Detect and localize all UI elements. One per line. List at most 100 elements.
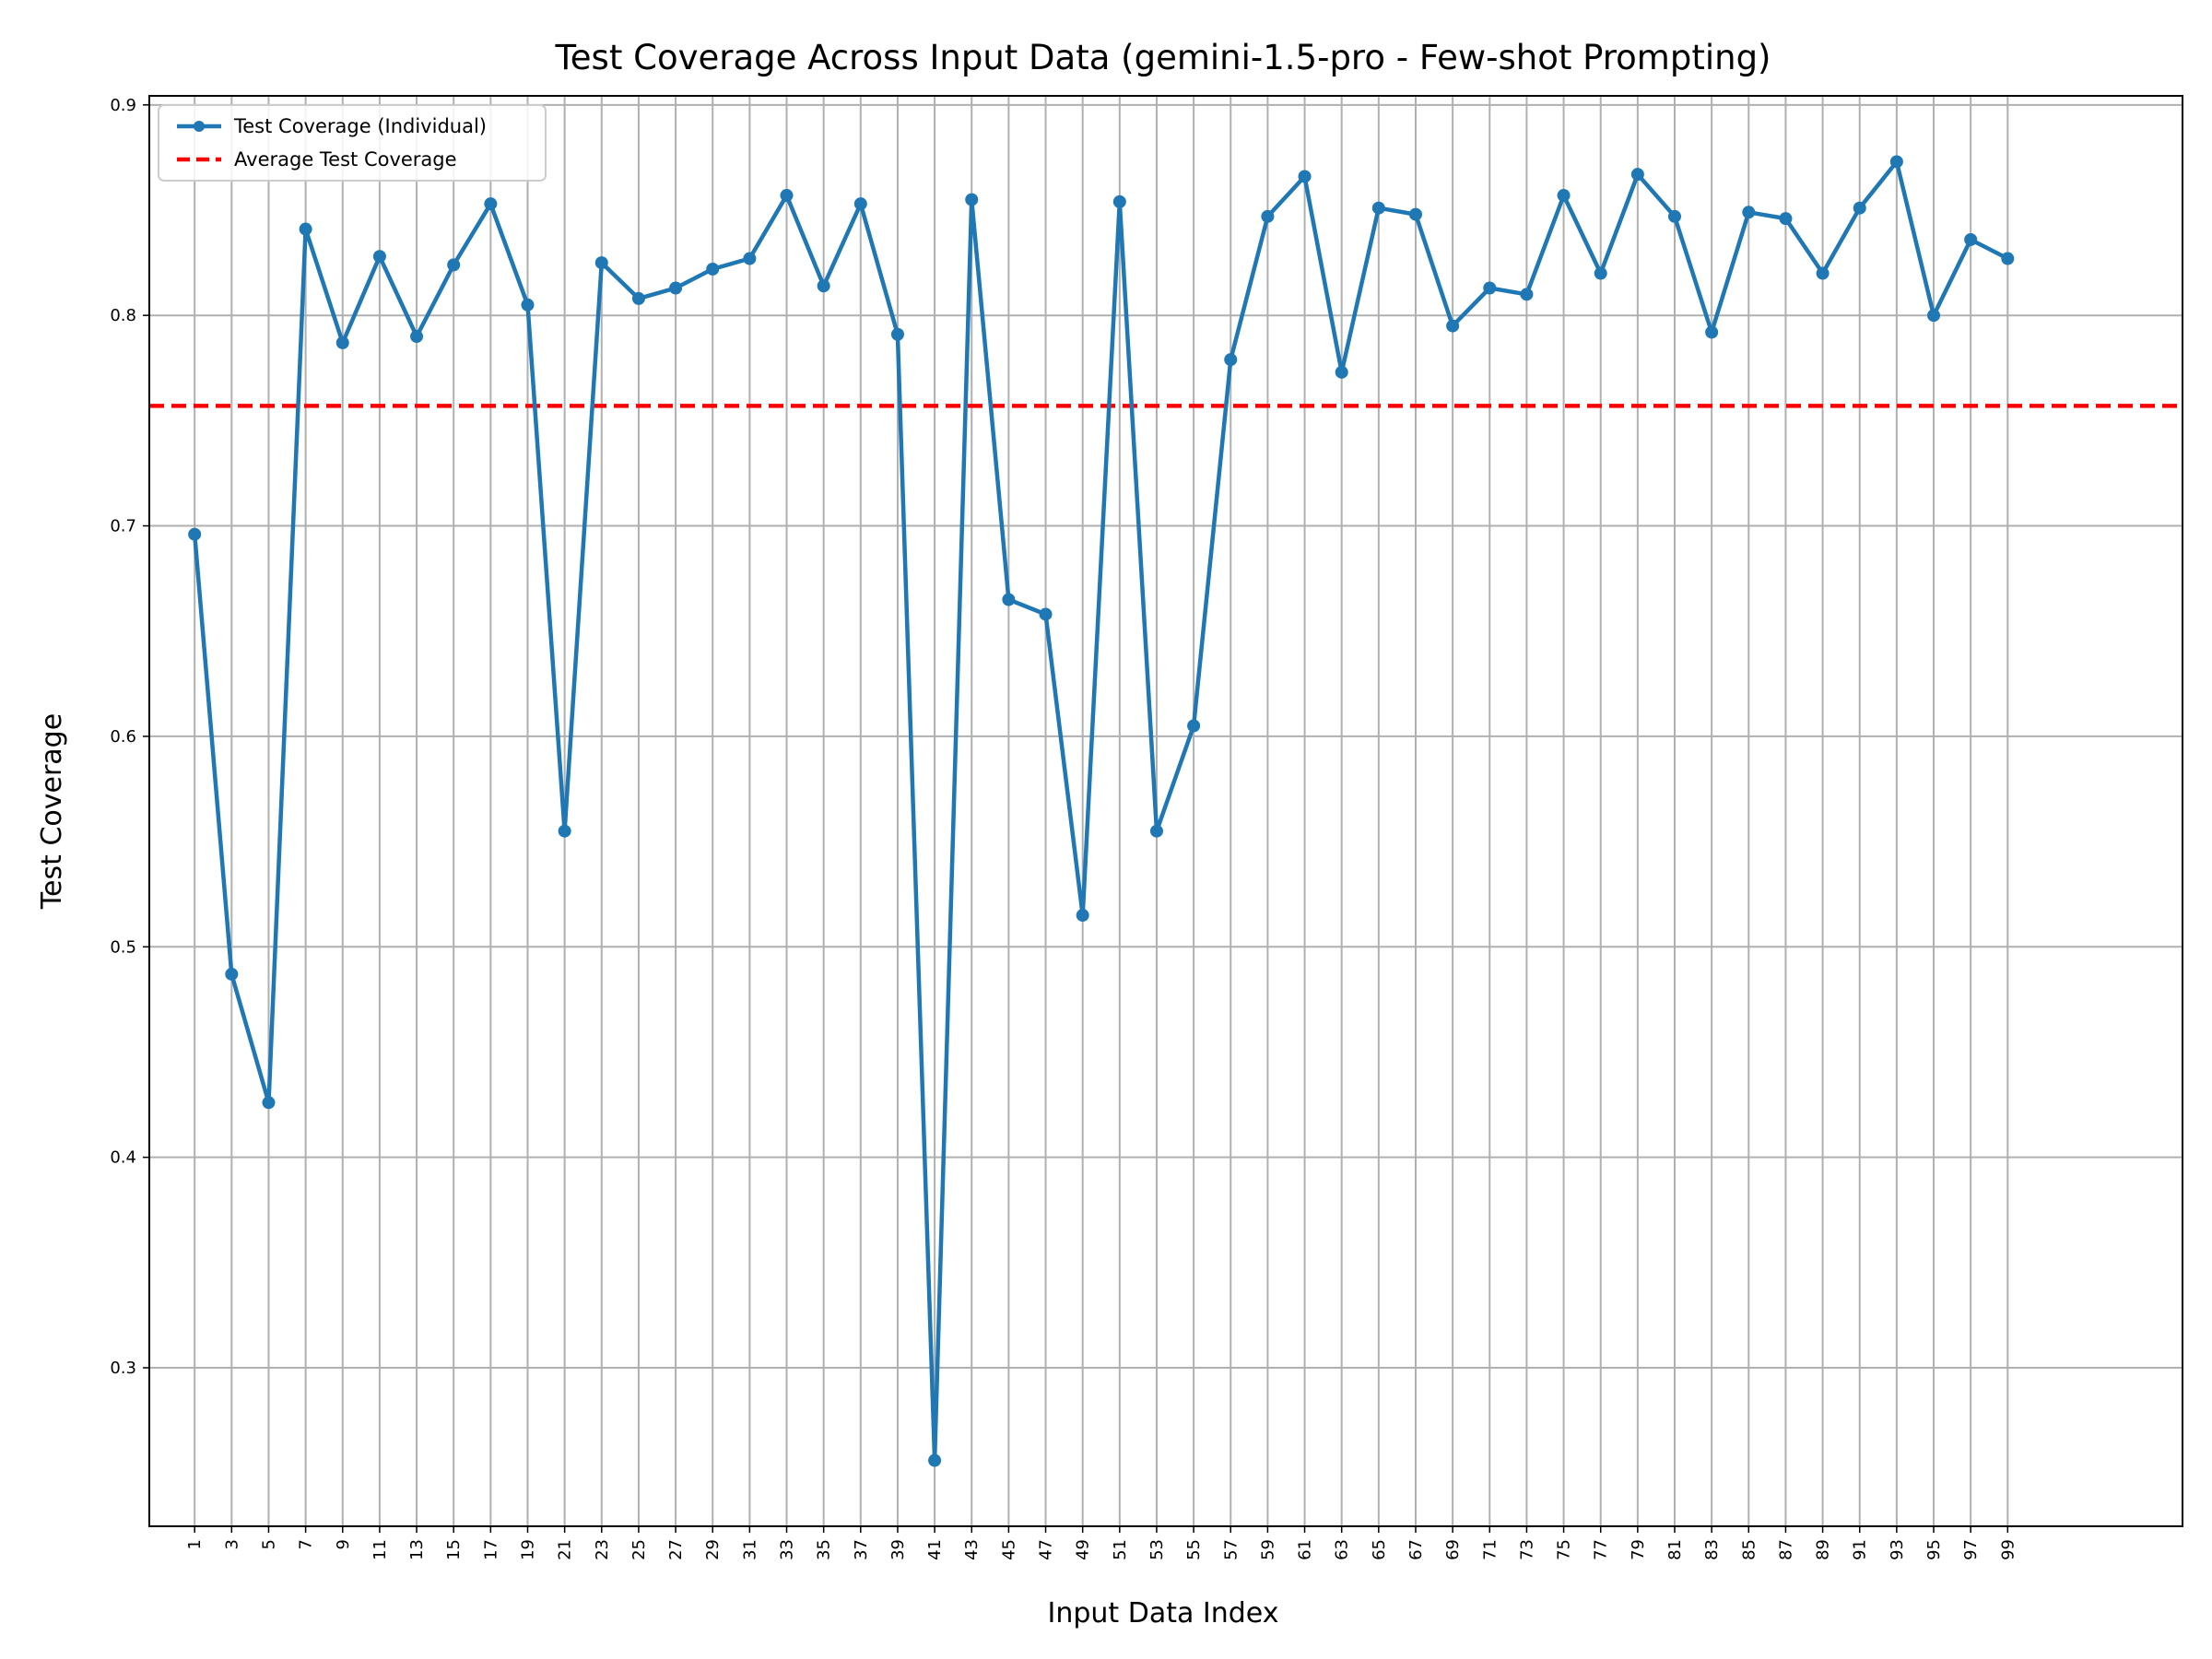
x-tick-label: 87 xyxy=(1776,1539,1795,1560)
data-point xyxy=(1779,212,1793,226)
y-tick-label: 0.7 xyxy=(110,517,136,536)
x-tick-label: 57 xyxy=(1221,1539,1241,1560)
data-point xyxy=(928,1453,942,1467)
x-tick-label: 95 xyxy=(1924,1539,1944,1560)
data-point xyxy=(1483,281,1497,295)
x-tick-label: 51 xyxy=(1111,1539,1130,1560)
x-tick-label: 7 xyxy=(297,1539,316,1549)
x-tick-label: 73 xyxy=(1517,1539,1536,1560)
x-tick-label: 53 xyxy=(1147,1539,1167,1560)
data-point xyxy=(853,197,867,211)
data-point xyxy=(817,279,830,293)
x-tick-label: 27 xyxy=(666,1539,686,1560)
x-tick-label: 15 xyxy=(444,1539,464,1560)
x-tick-label: 29 xyxy=(703,1539,723,1560)
y-axis-label: Test Coverage xyxy=(36,713,68,910)
data-point xyxy=(780,189,794,203)
x-tick-label: 61 xyxy=(1296,1539,1315,1560)
chart-title: Test Coverage Across Input Data (gemini-… xyxy=(554,38,1771,77)
x-tick-label: 39 xyxy=(888,1539,908,1560)
data-point xyxy=(890,327,904,341)
x-tick-label: 67 xyxy=(1406,1539,1426,1560)
x-tick-label: 35 xyxy=(815,1539,834,1560)
data-point xyxy=(965,193,979,206)
series-line xyxy=(192,159,2009,1463)
x-tick-label: 97 xyxy=(1961,1539,1981,1560)
x-tick-label: 9 xyxy=(334,1539,353,1549)
data-point xyxy=(1371,201,1385,215)
x-tick-label: 11 xyxy=(371,1539,390,1560)
x-tick-label: 65 xyxy=(1370,1539,1389,1560)
x-tick-label: 91 xyxy=(1851,1539,1870,1560)
plot-frame xyxy=(148,95,2183,1527)
x-tick-label: 71 xyxy=(1480,1539,1500,1560)
legend-label-individual: Test Coverage (Individual) xyxy=(233,115,487,137)
x-axis-label: Input Data Index xyxy=(1048,1597,1279,1630)
data-point xyxy=(1668,209,1682,223)
x-tick-label: 63 xyxy=(1333,1539,1352,1560)
x-tick-label: 21 xyxy=(556,1539,575,1560)
data-point xyxy=(1557,189,1571,203)
x-tick-label: 59 xyxy=(1258,1539,1277,1560)
data-point xyxy=(447,258,461,272)
data-point xyxy=(1889,155,1903,169)
data-point xyxy=(1742,206,1756,219)
data-point xyxy=(743,252,757,265)
data-point xyxy=(1335,365,1348,379)
data-point xyxy=(1520,288,1534,301)
x-axis-ticks: 1 3 5 7 9 11 13 15 17 19 21 23 25 27 29 31 33 35 37 39 41 43 4… xyxy=(185,1526,2018,1560)
data-point xyxy=(299,222,312,236)
data-point xyxy=(1630,168,1644,182)
x-tick-label: 19 xyxy=(518,1539,537,1560)
data-point xyxy=(521,298,535,312)
data-point xyxy=(594,256,608,270)
y-tick-label: 0.8 xyxy=(110,306,136,325)
data-point xyxy=(1112,194,1126,208)
data-point xyxy=(1927,309,1941,323)
data-point xyxy=(1446,319,1460,333)
x-tick-label: 47 xyxy=(1037,1539,1056,1560)
x-tick-label: 69 xyxy=(1443,1539,1463,1560)
legend-label-average: Average Test Coverage xyxy=(234,148,457,171)
x-tick-label: 83 xyxy=(1702,1539,1722,1560)
x-tick-label: 49 xyxy=(1074,1539,1093,1560)
data-point xyxy=(225,967,239,981)
grid-lines xyxy=(149,96,2183,1526)
y-axis-ticks: 0.3 0.4 0.5 0.6 0.7 0.8 0.9 xyxy=(110,96,149,1378)
x-tick-label: 77 xyxy=(1592,1539,1611,1560)
data-point xyxy=(1002,593,1016,606)
data-point xyxy=(706,262,720,276)
data-point xyxy=(558,824,571,838)
data-point xyxy=(2001,252,2015,265)
x-tick-label: 99 xyxy=(1998,1539,2018,1560)
series-layer xyxy=(188,155,2015,1467)
data-point xyxy=(1298,170,1312,183)
data-point xyxy=(410,330,424,344)
x-tick-label: 25 xyxy=(629,1539,649,1560)
x-tick-label: 93 xyxy=(1888,1539,1907,1560)
x-tick-label: 85 xyxy=(1739,1539,1759,1560)
data-point xyxy=(188,527,202,541)
x-tick-label: 3 xyxy=(222,1539,241,1549)
y-tick-label: 0.6 xyxy=(110,727,136,747)
data-point xyxy=(1853,201,1866,215)
x-tick-label: 1 xyxy=(185,1539,205,1549)
x-tick-label: 43 xyxy=(962,1539,982,1560)
data-point xyxy=(1408,207,1422,221)
x-tick-label: 13 xyxy=(407,1539,427,1560)
x-tick-label: 33 xyxy=(778,1539,797,1560)
x-tick-label: 55 xyxy=(1184,1539,1204,1560)
legend-marker-individual xyxy=(194,121,205,132)
legend-box xyxy=(158,104,547,182)
y-tick-label: 0.9 xyxy=(110,96,136,115)
data-point xyxy=(1816,266,1830,280)
data-point xyxy=(1187,719,1201,733)
data-point xyxy=(1076,909,1089,923)
x-tick-label: 23 xyxy=(593,1539,612,1560)
data-point xyxy=(1261,209,1275,223)
data-point xyxy=(669,281,683,295)
x-tick-label: 5 xyxy=(259,1539,278,1549)
legend: Test Coverage (Individual) Average Test … xyxy=(158,104,547,182)
